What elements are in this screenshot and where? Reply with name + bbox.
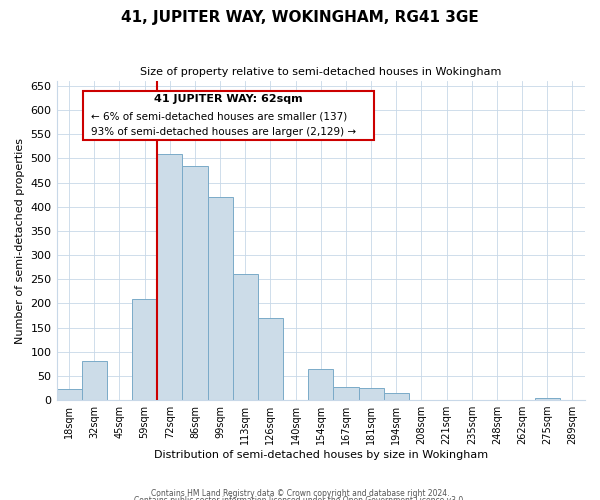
Bar (258, 318, 283, 400)
Bar (334, 386, 359, 400)
Text: Contains public sector information licensed under the Open Government Licence v3: Contains public sector information licen… (134, 496, 466, 500)
Bar (182, 166, 208, 400)
Bar (132, 299, 157, 400)
Bar (383, 393, 409, 400)
Bar (82, 362, 107, 400)
Bar (157, 154, 182, 400)
Text: 41 JUPITER WAY: 62sqm: 41 JUPITER WAY: 62sqm (154, 94, 302, 104)
Bar (56, 390, 82, 400)
Title: Size of property relative to semi-detached houses in Wokingham: Size of property relative to semi-detach… (140, 68, 502, 78)
Y-axis label: Number of semi-detached properties: Number of semi-detached properties (15, 138, 25, 344)
Bar (359, 388, 383, 400)
Text: 93% of semi-detached houses are larger (2,129) →: 93% of semi-detached houses are larger (… (91, 128, 356, 138)
Bar (233, 274, 258, 400)
Text: ← 6% of semi-detached houses are smaller (137): ← 6% of semi-detached houses are smaller… (91, 112, 347, 122)
Text: Contains HM Land Registry data © Crown copyright and database right 2024.: Contains HM Land Registry data © Crown c… (151, 488, 449, 498)
X-axis label: Distribution of semi-detached houses by size in Wokingham: Distribution of semi-detached houses by … (154, 450, 488, 460)
FancyBboxPatch shape (83, 90, 374, 140)
Bar (308, 368, 334, 400)
Bar (535, 398, 560, 400)
Bar (208, 197, 233, 400)
Text: 41, JUPITER WAY, WOKINGHAM, RG41 3GE: 41, JUPITER WAY, WOKINGHAM, RG41 3GE (121, 10, 479, 25)
